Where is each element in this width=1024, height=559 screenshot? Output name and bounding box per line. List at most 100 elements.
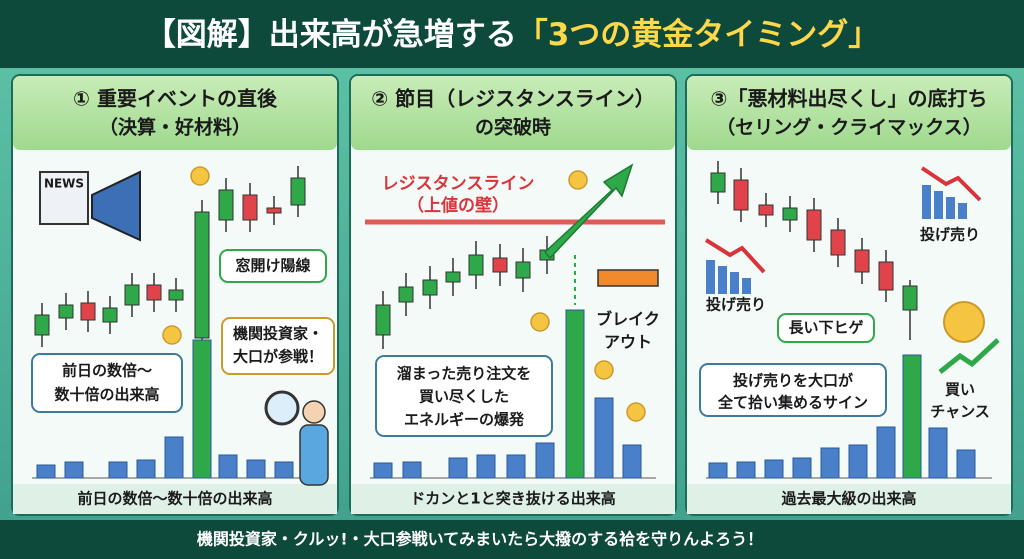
coin — [568, 170, 588, 190]
callout-text: 窓開け陽線 — [235, 257, 310, 275]
label: 投げ売りを大口が — [733, 372, 854, 390]
label: 全て拾い集めるサイン — [717, 394, 868, 412]
candle — [854, 249, 870, 273]
label: 前日の数倍〜 — [62, 362, 152, 380]
candle — [34, 314, 50, 336]
volume-bar — [108, 461, 128, 479]
mini-bar — [730, 272, 739, 294]
volume-bar — [535, 442, 555, 479]
coin — [530, 312, 550, 332]
candle — [80, 302, 96, 321]
candle — [218, 189, 234, 221]
volume-bar — [594, 397, 614, 479]
panel-footer: 過去最大級の出来高 — [780, 490, 916, 508]
panel-heading: ② 節目（レジスタンスライン） — [371, 87, 655, 111]
candle — [515, 261, 531, 279]
volume-bar — [736, 461, 756, 479]
up-arrow — [938, 338, 1000, 374]
panel-heading-bg — [687, 76, 1011, 150]
candle — [146, 284, 162, 301]
label: 買い — [945, 381, 975, 399]
panel-heading-bg — [13, 76, 337, 150]
candle — [758, 204, 774, 216]
mini-bar — [922, 185, 931, 219]
resistance-label: レジスタンスライン — [382, 174, 535, 194]
volume-bar — [136, 459, 156, 479]
candle — [878, 261, 894, 291]
volume-bar — [373, 462, 393, 479]
megaphone — [91, 170, 141, 242]
banner: 機関投資家・クルッ!・大口参戦いてみまいたら大撥のする袷を守りんよろう！ — [197, 530, 763, 549]
candle — [102, 307, 118, 323]
candle — [733, 179, 749, 211]
panel-heading: ③「悪材料出尽くし」の底打ち — [711, 87, 988, 111]
candle — [782, 207, 798, 221]
panel-heading: ① 重要イベントの直後 — [73, 87, 278, 111]
candle — [468, 254, 484, 276]
candle — [58, 304, 74, 319]
coin — [162, 325, 182, 345]
barrier — [597, 269, 659, 287]
candle — [290, 177, 306, 206]
coin — [943, 301, 985, 343]
label: 溜まった売り注文を — [397, 365, 531, 383]
label: アウト — [604, 333, 652, 352]
volume-bar — [164, 436, 184, 479]
panel-footer: 前日の数倍〜数十倍の出来高 — [77, 490, 272, 508]
candle — [168, 289, 184, 301]
mini-bar — [718, 266, 727, 294]
candle — [445, 271, 461, 283]
volume-bar — [876, 426, 896, 479]
candle — [194, 211, 210, 339]
volume-bar — [36, 464, 56, 479]
panel-footer-bg — [687, 484, 1011, 514]
label: ブレイク — [596, 310, 660, 329]
candle — [124, 284, 140, 306]
volume-bar — [848, 444, 868, 479]
volume-bar — [246, 459, 266, 479]
candle — [830, 229, 846, 256]
title-highlight: 「3つの黄金タイミング」 — [517, 17, 880, 53]
callout — [777, 313, 875, 343]
label: 大口が参戦！ — [233, 348, 323, 366]
volume-bar — [64, 461, 84, 479]
volume-bar — [902, 354, 922, 479]
panel-footer-bg — [13, 484, 337, 514]
candle — [375, 304, 391, 336]
label: 投げ売り — [706, 296, 766, 314]
label: 機関投資家・ — [233, 325, 323, 343]
volume-bar — [928, 427, 948, 479]
volume-bar — [764, 459, 784, 479]
volume-bar — [274, 461, 294, 479]
mini-bar — [934, 191, 943, 219]
resistance-label: （上値の壁） — [407, 195, 509, 216]
volume-bar — [792, 457, 812, 479]
mini-bar — [946, 197, 955, 219]
volume-bar — [402, 461, 422, 479]
panel-footer-bg — [351, 484, 675, 514]
candle — [492, 257, 508, 273]
volume-bar — [476, 454, 496, 479]
coin — [626, 402, 646, 422]
mini-bar — [742, 278, 751, 294]
title-bar — [0, 0, 1024, 68]
news-icon — [39, 171, 89, 225]
person — [299, 424, 329, 486]
coin — [594, 360, 614, 380]
panel-footer: ドカンと1と突き抜ける出来高 — [410, 490, 615, 508]
title-main: 【図解】出来高が急増する — [145, 17, 517, 53]
label: 数十倍の出来高 — [54, 386, 159, 404]
coin — [190, 166, 210, 186]
label: チャンス — [930, 403, 990, 421]
mini-bar — [706, 260, 715, 294]
volume-bar — [820, 447, 840, 479]
volume-bar — [506, 454, 526, 479]
volume-bar — [448, 457, 468, 479]
banner-bar — [0, 520, 1024, 559]
volume-bar — [956, 449, 976, 479]
panel-subheading: （セリング・クライマックス） — [716, 116, 981, 139]
candle — [902, 285, 918, 311]
panel-subheading: の突破時 — [475, 116, 551, 139]
breakout-arrow — [543, 163, 634, 260]
volume-bar — [565, 309, 585, 479]
